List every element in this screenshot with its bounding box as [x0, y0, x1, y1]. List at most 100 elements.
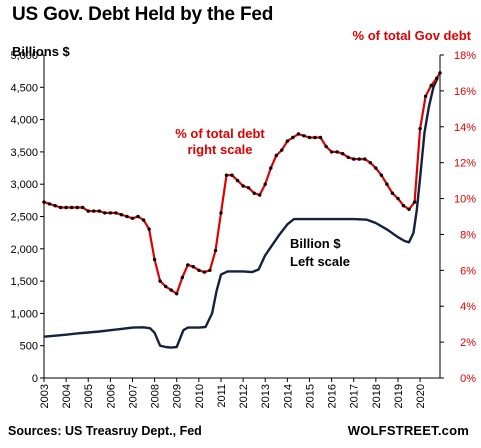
percent-series-point: [363, 157, 367, 161]
percent-series-point: [357, 157, 361, 161]
x-axis-tick-label: 2019: [393, 384, 405, 408]
percent-series-point: [423, 94, 428, 99]
percent-series-point: [246, 186, 251, 190]
percent-series-point: [263, 182, 267, 186]
x-axis-tick-label: 2013: [260, 384, 272, 408]
percent-series-point: [169, 288, 173, 292]
x-axis-tick-label: 2009: [172, 384, 184, 408]
right-axis-tick-label: 4%: [460, 301, 476, 313]
percent-series-point: [92, 209, 96, 213]
left-axis-tick-label: 1,500: [10, 276, 38, 288]
percent-series-point: [385, 182, 389, 186]
right-axis-tick-label: 2%: [460, 337, 476, 349]
source-note: Sources: US Treasruy Dept., Fed: [8, 424, 202, 438]
percent-series-point: [103, 211, 107, 215]
x-axis-tick-label: 2018: [371, 384, 383, 408]
x-axis-tick-label: 2007: [127, 384, 139, 408]
right-axis-tick-label: 8%: [460, 229, 476, 241]
brand-logo-text: WOLFSTREET.com: [347, 423, 469, 438]
percent-series-point: [302, 134, 306, 138]
percent-series-point: [407, 207, 411, 211]
percent-series-point: [401, 204, 406, 208]
percent-series-point: [241, 184, 245, 188]
x-axis-tick-label: 2004: [61, 384, 73, 408]
percent-series-point: [152, 257, 157, 262]
percent-series-point: [114, 211, 118, 215]
percent-series-point: [64, 205, 68, 210]
x-axis-tick-label: 2008: [150, 384, 162, 408]
percent-series-point: [202, 270, 207, 274]
percent-series-point: [70, 205, 74, 210]
percent-series-point: [97, 209, 102, 213]
x-axis-tick-label: 2015: [304, 384, 316, 408]
x-axis-tick-label: 2003: [39, 384, 51, 408]
percent-series-point: [296, 132, 301, 136]
percent-series-point: [379, 173, 384, 177]
percent-series-point: [318, 135, 323, 140]
percent-series-point: [396, 196, 400, 201]
percent-series-point: [186, 263, 190, 267]
left-axis-label: Billions $: [12, 44, 70, 59]
x-axis-tick-label: 2011: [216, 384, 228, 408]
percent-series-line: [43, 72, 441, 295]
percent-series-point: [47, 202, 52, 206]
annotation-percent-line2: right scale: [187, 142, 252, 157]
billions-series-line: [43, 77, 439, 349]
percent-series-point: [258, 193, 262, 197]
percent-series-point: [313, 135, 317, 140]
percent-series-point: [429, 83, 433, 88]
percent-series-point: [374, 166, 378, 170]
left-axis-tick-label: 4,500: [10, 82, 38, 94]
right-axis-tick-label: 6%: [460, 265, 476, 277]
x-axis-tick-label: 2016: [327, 384, 339, 408]
percent-series-point: [141, 218, 146, 222]
left-axis-tick-label: 5,000: [10, 50, 38, 62]
percent-series-point: [390, 191, 395, 195]
annotation-percent-line1: % of total debt: [175, 126, 265, 141]
x-axis-tick-label: 2020: [415, 384, 427, 408]
percent-series-point: [368, 161, 372, 165]
percent-series-point: [230, 173, 234, 177]
percent-series-point: [136, 214, 140, 219]
left-axis-tick-label: 3,000: [10, 179, 38, 191]
percent-series-point: [108, 211, 113, 215]
percent-series-point: [285, 139, 290, 143]
right-axis-tick-label: 14%: [454, 122, 476, 134]
percent-series-point: [352, 157, 356, 161]
percent-series-point: [119, 213, 124, 217]
percent-series-point: [274, 153, 278, 158]
right-axis-label: % of total Gov debt: [352, 28, 471, 43]
left-axis-tick-label: 1,000: [10, 308, 38, 320]
annotation-billion-line2: Left scale: [290, 254, 350, 269]
percent-series-point: [335, 150, 339, 154]
right-axis-tick-label: 0%: [460, 373, 476, 385]
percent-series-point: [329, 150, 334, 154]
right-axis-tick-label: 18%: [454, 50, 476, 62]
percent-series-point: [42, 200, 46, 204]
percent-series-point: [130, 216, 135, 220]
percent-series-point: [58, 205, 63, 210]
left-axis-tick-label: 500: [20, 341, 38, 353]
percent-series-point: [346, 155, 350, 159]
x-axis-tick-label: 2005: [83, 384, 95, 408]
percent-series-point: [269, 166, 273, 170]
percent-series-point: [224, 173, 229, 177]
percent-series-point: [197, 268, 201, 272]
percent-series-point: [280, 148, 284, 152]
left-axis-tick-label: 4,000: [10, 115, 38, 127]
right-axis-tick-label: 16%: [454, 86, 476, 98]
x-axis-tick-label: 2014: [282, 384, 294, 408]
x-axis-tick-label: 2010: [194, 384, 206, 408]
right-axis-tick-label: 12%: [454, 158, 476, 170]
percent-series-point: [418, 126, 422, 131]
percent-series-point: [53, 204, 57, 208]
percent-series-point: [81, 205, 85, 210]
x-axis-tick-label: 2012: [238, 384, 250, 408]
percent-series-point: [125, 214, 129, 219]
percent-series-point: [147, 227, 151, 231]
percent-series-point: [191, 265, 195, 269]
percent-series-point: [307, 135, 312, 140]
percent-series-point: [86, 209, 90, 213]
percent-series-point: [213, 248, 218, 253]
